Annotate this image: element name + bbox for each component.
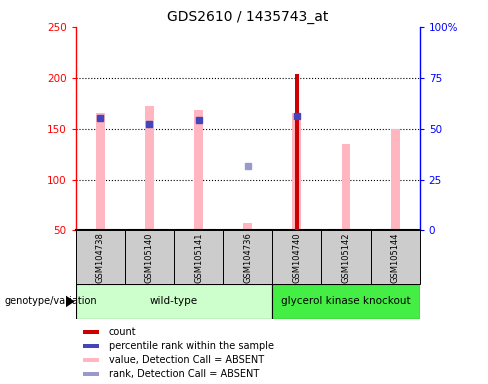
Bar bbox=[145, 106, 154, 230]
Bar bbox=[342, 144, 350, 230]
Bar bbox=[83, 372, 99, 376]
FancyBboxPatch shape bbox=[370, 230, 420, 284]
Bar bbox=[295, 74, 299, 230]
Text: genotype/variation: genotype/variation bbox=[5, 296, 98, 306]
Bar bbox=[194, 110, 203, 230]
FancyBboxPatch shape bbox=[76, 230, 125, 284]
FancyBboxPatch shape bbox=[125, 230, 174, 284]
Text: GSM104736: GSM104736 bbox=[243, 232, 252, 283]
Text: wild-type: wild-type bbox=[150, 296, 198, 306]
Text: rank, Detection Call = ABSENT: rank, Detection Call = ABSENT bbox=[109, 369, 259, 379]
Bar bbox=[292, 113, 301, 230]
FancyBboxPatch shape bbox=[272, 284, 420, 319]
Polygon shape bbox=[66, 296, 75, 307]
Bar bbox=[391, 129, 400, 230]
FancyBboxPatch shape bbox=[76, 284, 272, 319]
Bar bbox=[83, 330, 99, 334]
FancyBboxPatch shape bbox=[272, 230, 322, 284]
Text: GSM105144: GSM105144 bbox=[390, 232, 400, 283]
Bar bbox=[243, 223, 252, 230]
Text: GSM104738: GSM104738 bbox=[96, 232, 105, 283]
Title: GDS2610 / 1435743_at: GDS2610 / 1435743_at bbox=[167, 10, 328, 25]
FancyBboxPatch shape bbox=[223, 230, 272, 284]
FancyBboxPatch shape bbox=[174, 230, 223, 284]
Text: count: count bbox=[109, 327, 136, 337]
Text: glycerol kinase knockout: glycerol kinase knockout bbox=[281, 296, 411, 306]
Bar bbox=[96, 113, 104, 230]
Text: GSM104740: GSM104740 bbox=[292, 232, 301, 283]
FancyBboxPatch shape bbox=[322, 230, 370, 284]
Text: GSM105140: GSM105140 bbox=[145, 232, 154, 283]
Text: GSM105141: GSM105141 bbox=[194, 232, 203, 283]
Text: GSM105142: GSM105142 bbox=[342, 232, 350, 283]
Text: value, Detection Call = ABSENT: value, Detection Call = ABSENT bbox=[109, 355, 264, 365]
Text: percentile rank within the sample: percentile rank within the sample bbox=[109, 341, 274, 351]
Bar bbox=[83, 344, 99, 348]
Bar bbox=[83, 358, 99, 362]
